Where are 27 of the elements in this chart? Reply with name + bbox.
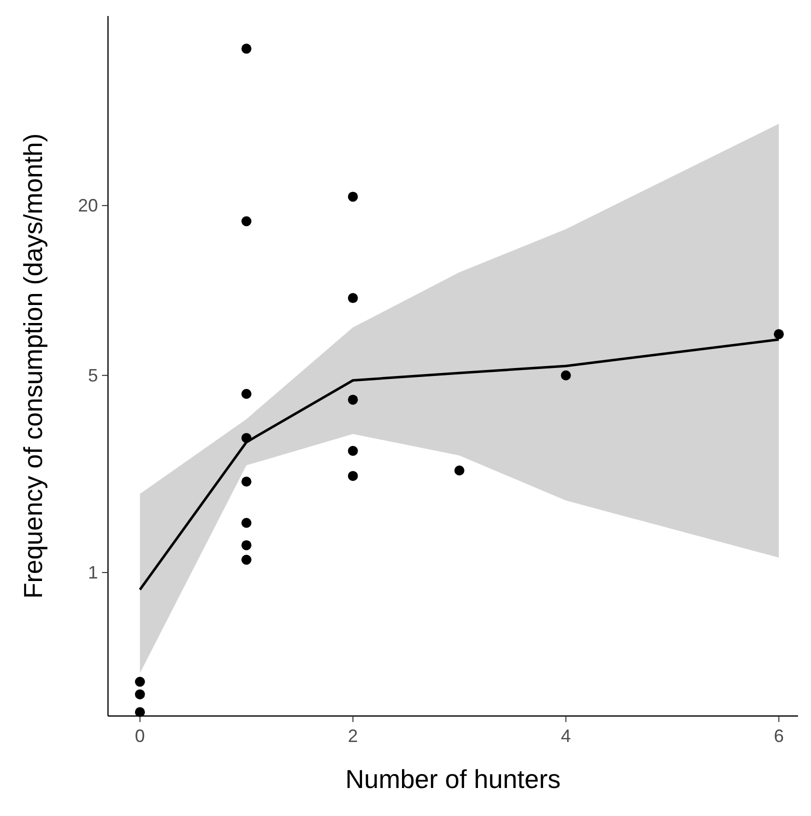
point [774,329,784,340]
x-tick-label: 4 [560,726,571,746]
point [241,44,252,54]
point [241,476,252,487]
point [348,446,358,456]
point [348,470,358,481]
x-axis-title: Number of hunters [345,764,561,794]
y-axis-title: Frequency of consumption (days/month) [18,133,48,599]
point [348,192,358,202]
point [241,554,252,565]
point [454,466,464,476]
point [241,216,252,226]
point [348,394,358,405]
point [560,370,571,380]
y-tick-label: 1 [88,562,98,583]
point [134,676,145,687]
point [134,707,145,718]
x-tick-label: 2 [348,726,358,746]
y-tick-label: 5 [88,365,98,386]
point [348,293,358,304]
x-tick-label: 0 [134,726,145,746]
point [241,388,252,399]
x-tick-label: 6 [774,726,784,746]
point [241,540,252,550]
y-tick-label: 20 [78,196,98,216]
point [241,518,252,528]
point [134,689,145,700]
